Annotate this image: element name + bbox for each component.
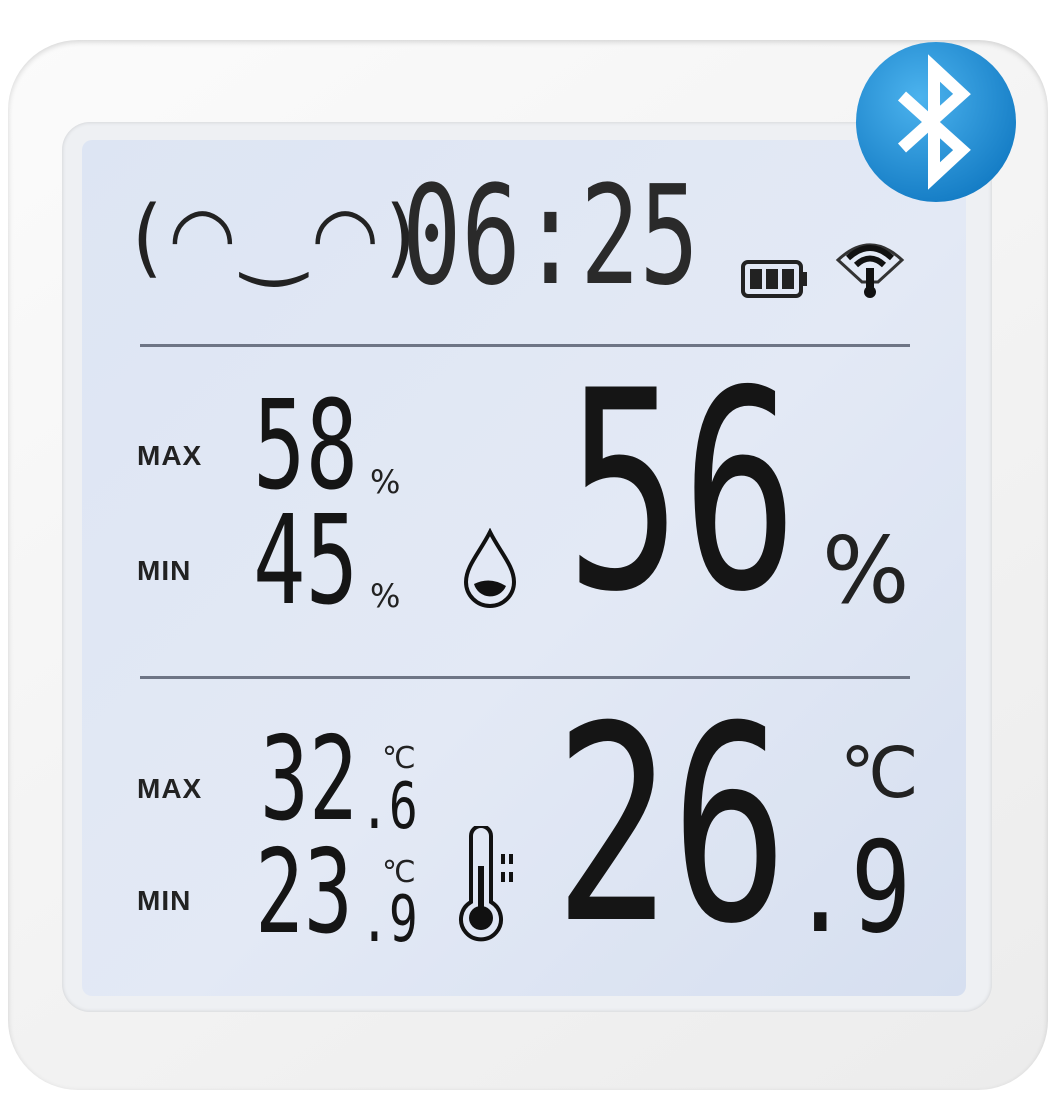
- battery-icon: [741, 260, 807, 298]
- lcd-screen: [82, 140, 966, 996]
- temperature-min-label: MIN: [137, 885, 192, 916]
- temperature-min-unit: ℃: [382, 855, 416, 890]
- temperature-unit: ℃: [840, 732, 919, 814]
- wifi-signal-icon: [835, 243, 905, 298]
- divider-top: [140, 344, 910, 347]
- humidity-min-value: 45: [253, 490, 359, 633]
- temperature-current-int: 26: [554, 668, 789, 983]
- humidity-max-value: 58: [253, 375, 359, 518]
- clock-time: 06:25: [402, 157, 699, 316]
- smiley-face-icon: (◠‿◠): [132, 188, 422, 288]
- temperature-current-dec: .9: [790, 814, 912, 961]
- thermometer-icon: [459, 826, 513, 942]
- humidity-current: 56: [566, 332, 798, 652]
- divider-bottom: [140, 676, 910, 679]
- humidity-max-label: MAX: [137, 440, 203, 471]
- temperature-max-label: MAX: [137, 773, 203, 804]
- temperature-min-dec: .9: [360, 883, 418, 957]
- temperature-min-int: 23: [255, 825, 353, 960]
- humidity-unit: %: [822, 517, 910, 624]
- temperature-max-unit: ℃: [382, 741, 416, 776]
- humidity-max-unit: %: [370, 463, 401, 501]
- humidity-min-unit: %: [370, 577, 401, 615]
- bluetooth-icon: [856, 42, 1016, 202]
- temperature-max-dec: .6: [360, 770, 418, 844]
- humidity-min-label: MIN: [137, 555, 192, 586]
- water-drop-icon: [463, 528, 517, 608]
- temperature-max-int: 32: [260, 712, 358, 847]
